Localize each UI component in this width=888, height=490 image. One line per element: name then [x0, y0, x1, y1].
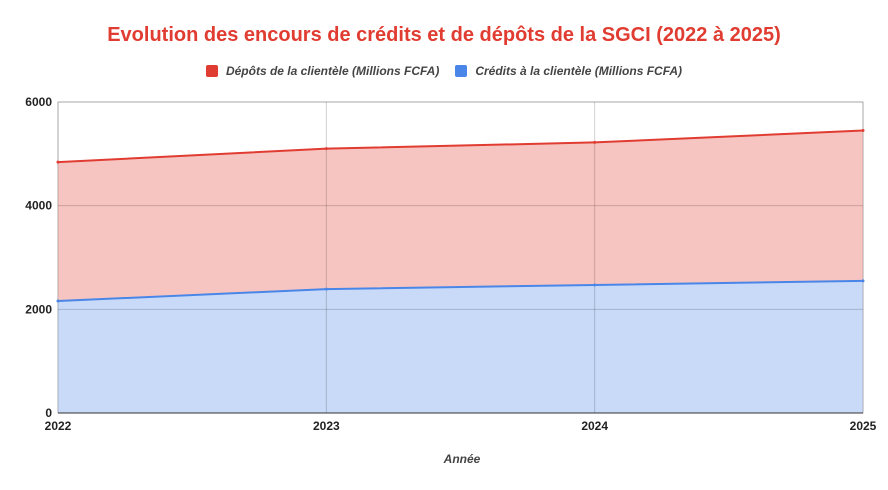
legend-item-credits[interactable]: Crédits à la clientèle (Millions FCFA)	[455, 64, 682, 78]
x-axis-label: Année	[443, 452, 481, 466]
y-tick-label: 0	[45, 406, 52, 420]
y-tick-label: 6000	[25, 95, 52, 109]
x-tick-label: 2025	[850, 419, 877, 433]
legend-item-deposits[interactable]: Dépôts de la clientèle (Millions FCFA)	[205, 64, 440, 78]
area-credits	[58, 280, 863, 413]
data-point-credits	[56, 299, 60, 303]
data-point-deposits	[861, 129, 865, 133]
data-point-credits	[861, 279, 865, 283]
chart-title: Evolution des encours de crédits et de d…	[107, 24, 781, 46]
data-point-credits	[324, 287, 328, 291]
x-tick-label: 2024	[581, 419, 608, 433]
data-point-deposits	[324, 147, 328, 151]
legend-swatch-credits	[455, 65, 468, 77]
legend-label-credits: Crédits à la clientèle (Millions FCFA)	[475, 64, 683, 78]
y-tick-label: 2000	[25, 302, 52, 316]
y-tick-label: 4000	[25, 199, 52, 213]
series-line-deposits	[57, 129, 864, 164]
legend: Dépôts de la clientèle (Millions FCFA) C…	[0, 64, 888, 78]
legend-swatch-deposits	[205, 65, 218, 77]
x-tick-label: 2022	[45, 419, 72, 433]
x-tick-label: 2023	[313, 419, 340, 433]
data-point-credits	[593, 283, 597, 287]
legend-label-deposits: Dépôts de la clientèle (Millions FCFA)	[225, 64, 440, 78]
data-point-deposits	[56, 160, 60, 164]
series-line-credits	[57, 279, 864, 303]
data-point-deposits	[593, 140, 597, 144]
